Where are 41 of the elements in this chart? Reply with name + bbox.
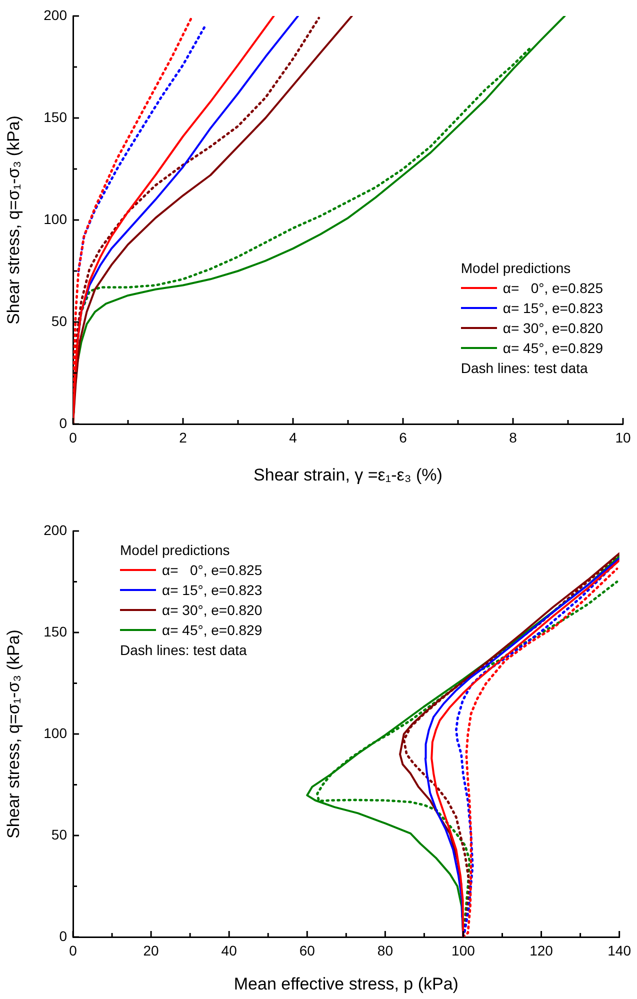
line-series [77,25,206,272]
x-tick-label: 120 [530,942,554,958]
x-tick-label: 60 [299,942,316,958]
x-tick-label: 40 [221,942,238,958]
y-tick-label: 150 [44,108,68,125]
y-axis-title: Shear stress, q=σ₁-σ₃ (kPa) [4,116,23,324]
y-tick-label: 100 [44,210,68,227]
x-tick-label: 10 [615,429,631,446]
legend-label: α= 0°, e=0.825 [502,279,603,298]
x-axis-title: Mean effective stress, p (kPa) [234,974,458,994]
legend-label: α= 15°, e=0.823 [162,581,262,600]
annotation: Dash lines: test data [460,359,589,378]
y-tick-label: 200 [44,6,68,23]
legend-label: α= 45°, e=0.829 [162,621,262,640]
x-tick-label: 0 [69,429,78,446]
y-tick-label: 50 [51,826,68,842]
y-tick-label: 200 [44,522,68,538]
y-tick-label: 0 [59,928,68,944]
x-tick-label: 20 [143,942,160,958]
y-axis-title: Shear stress, q=σ₁-σ₃ (kPa) [4,630,23,838]
x-tick-label: 80 [377,942,394,958]
legend-label: α= 30°, e=0.820 [162,601,262,620]
annotation: Dash lines: test data [120,641,248,660]
x-tick-label: 100 [452,942,476,958]
legend-label: α= 15°, e=0.823 [502,299,603,318]
legend-label: α= 0°, e=0.825 [162,561,262,580]
x-tick-label: 2 [179,429,188,446]
x-tick-label: 4 [289,429,298,446]
x-tick-label: 8 [509,429,518,446]
y-tick-label: 150 [44,623,68,640]
y-tick-label: 50 [51,312,68,329]
legend-label: α= 30°, e=0.820 [502,319,603,338]
legend-title: Model predictions [460,259,572,278]
legend-title: Model predictions [120,541,231,560]
y-tick-label: 0 [59,414,68,431]
x-tick-label: 0 [69,942,78,958]
x-tick-label: 6 [399,429,408,446]
x-axis-title: Shear strain, γ =ε₁-ε₃ (%) [254,465,442,484]
x-tick-label: 140 [608,942,632,958]
y-tick-label: 100 [44,724,68,741]
legend-label: α= 45°, e=0.829 [502,339,603,358]
